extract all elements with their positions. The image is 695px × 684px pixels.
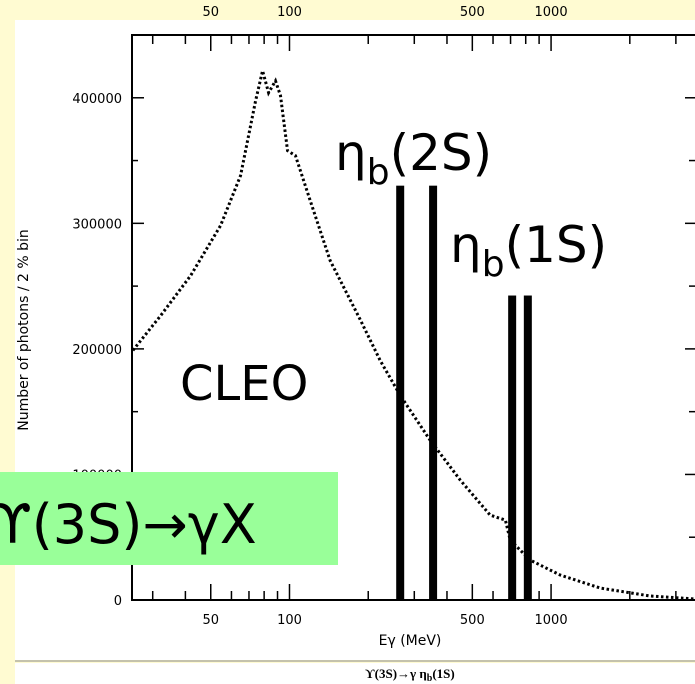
peak-line: [429, 185, 438, 600]
peak-label-suffix: (1S): [505, 216, 608, 274]
caption-suffix: (1S): [432, 666, 454, 681]
caption: ϒ(3S)→γ ηb(1S): [365, 666, 454, 684]
caption-text: ϒ(3S)→γ η: [365, 666, 427, 681]
peak-label-suffix: (2S): [390, 124, 493, 182]
peak-line: [523, 295, 532, 600]
x-tick-label: 50: [202, 613, 219, 628]
peak-label: ηb(2S): [335, 124, 492, 193]
x-tick-label-top: 1000: [535, 5, 568, 20]
y-axis-label: Number of photons / 2 % bin: [16, 229, 32, 431]
x-tick-label: 500: [460, 613, 485, 628]
peak-label: ηb(1S): [450, 216, 607, 285]
peak-label-sub: b: [482, 244, 505, 285]
y-tick-label: 0: [114, 594, 122, 609]
y-tick-label: 400000: [72, 92, 122, 107]
spectrum: [131, 70, 695, 601]
caption-background: [15, 663, 695, 684]
peak-line: [396, 185, 405, 600]
x-tick-label-top: 500: [460, 5, 485, 20]
peak-label-sub: b: [367, 152, 390, 193]
experiment-label: CLEO: [180, 356, 308, 412]
peak-label-text: η: [335, 124, 367, 182]
x-tick-label: 100: [277, 613, 302, 628]
process-label: ϒ(3S)→γX: [0, 493, 257, 556]
x-tick-label-top: 50: [202, 5, 219, 20]
peak-line: [508, 295, 517, 600]
caption-sub: b: [427, 673, 433, 684]
x-tick-label-top: 100: [277, 5, 302, 20]
peak-label-text: η: [450, 216, 482, 274]
y-tick-label: 300000: [72, 217, 122, 232]
x-tick-label: 1000: [535, 613, 568, 628]
process-box: [0, 472, 338, 565]
x-axis-label: Eγ (MeV): [379, 633, 442, 649]
y-tick-label: 200000: [72, 343, 122, 358]
frame: [131, 34, 695, 601]
